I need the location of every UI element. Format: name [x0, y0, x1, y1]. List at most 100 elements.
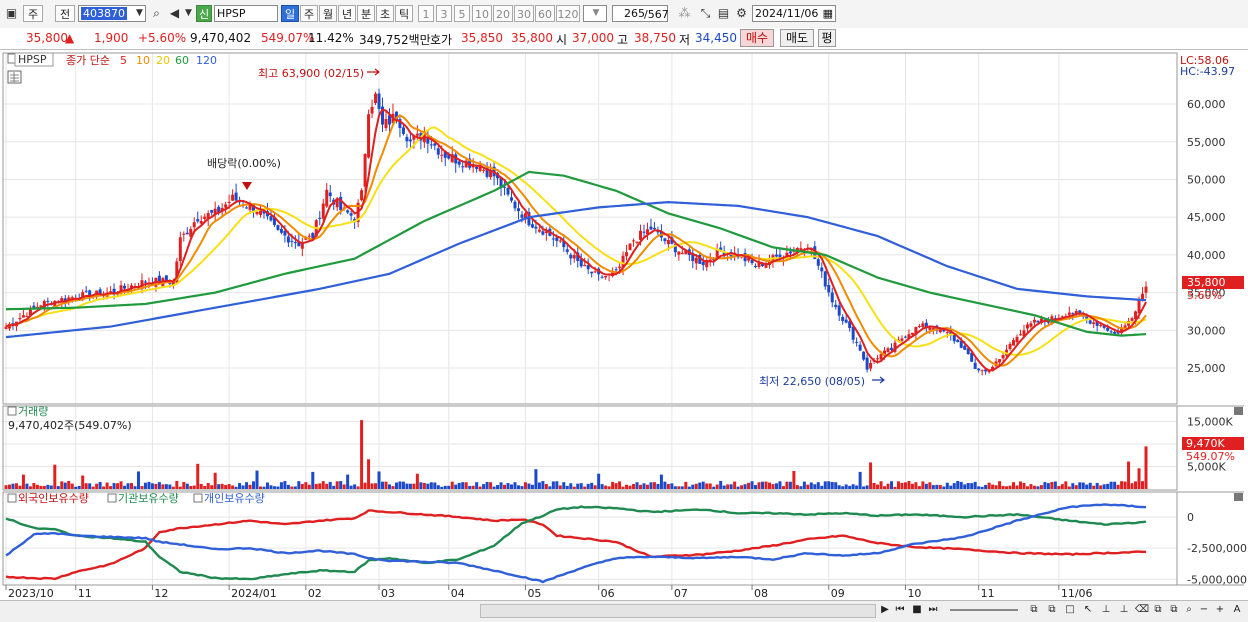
zoom-out-icon[interactable]: −: [1199, 604, 1209, 615]
stock-name-field[interactable]: HPSP: [214, 5, 278, 22]
speaker-dropdown-icon[interactable]: ▼: [185, 8, 192, 18]
volume-bar: [150, 483, 154, 489]
zoom-search-icon[interactable]: ⌕: [1186, 604, 1192, 615]
period-minute-tab[interactable]: 분: [357, 5, 375, 22]
interval-3-button[interactable]: 3: [436, 5, 452, 22]
font-size-icon[interactable]: A: [1233, 604, 1241, 615]
layout-icon[interactable]: ▣: [5, 6, 18, 20]
view-compare-icon[interactable]: ⧉: [1030, 604, 1038, 615]
scroll-right-icon[interactable]: ▶: [881, 604, 889, 615]
period-week-tab[interactable]: 주: [300, 5, 318, 22]
code-dropdown-icon[interactable]: ▼: [136, 8, 143, 18]
screenshot-tool-icon[interactable]: ⧉: [1170, 604, 1178, 615]
volume-bar: [332, 485, 336, 489]
crosshair-icon[interactable]: ⤡: [700, 6, 711, 20]
candle-body: [761, 264, 765, 267]
volume-bar: [422, 482, 426, 489]
candle-body: [408, 139, 412, 142]
volume-bar: [443, 485, 447, 489]
candle-body: [656, 231, 660, 233]
volume-bar: [740, 485, 744, 489]
low-price: 34,450: [695, 31, 737, 45]
interval-60-button[interactable]: 60: [535, 5, 555, 22]
volume-bar: [781, 486, 785, 489]
eval-button[interactable]: 평: [818, 29, 836, 47]
candle-body: [764, 263, 768, 268]
volume-bar: [74, 486, 78, 489]
view-split-icon[interactable]: ⧉: [1048, 604, 1056, 615]
volume-close-icon[interactable]: [1234, 407, 1243, 415]
candle-body: [178, 237, 182, 262]
grid-icon[interactable]: ⁂: [678, 6, 691, 20]
hc-label: HC:-43.97: [1180, 65, 1235, 78]
zoom-slider[interactable]: [950, 609, 1018, 611]
table-view-icon[interactable]: [7, 70, 22, 84]
interval-dropdown[interactable]: ▼: [583, 5, 607, 22]
candle-body: [1036, 320, 1040, 323]
period-second-tab[interactable]: 초: [376, 5, 394, 22]
date-input[interactable]: 2024/11/06 ▦: [752, 5, 836, 22]
individual-legend-label: 개인보유수량: [204, 492, 265, 505]
fast-forward-icon[interactable]: ⏭: [928, 604, 938, 615]
copy-tool-icon[interactable]: ⧉: [1154, 604, 1162, 615]
holdings-axis: 0 -2,500,000 -5,000,000: [1187, 511, 1247, 586]
view-single-icon[interactable]: □: [1065, 604, 1075, 615]
trend-tool-icon[interactable]: ↖: [1083, 604, 1093, 615]
period-day-button[interactable]: 일: [281, 5, 299, 22]
interval-120-button[interactable]: 120: [556, 5, 580, 22]
interval-10-button[interactable]: 10: [472, 5, 492, 22]
period-tick-tab[interactable]: 틱: [395, 5, 413, 22]
candle-body: [1018, 334, 1022, 336]
candle-body: [719, 247, 723, 251]
ruler-tool-icon[interactable]: ⊥: [1101, 604, 1111, 615]
period-year-tab[interactable]: 년: [338, 5, 356, 22]
stock-chart[interactable]: 25,00030,00035,00040,00045,00050,00055,0…: [0, 50, 1248, 600]
volume-bar: [1116, 484, 1120, 489]
volume-bar: [314, 483, 318, 489]
period-prev-button[interactable]: 전: [55, 5, 75, 22]
candle-body: [304, 238, 308, 240]
volume-bar: [642, 483, 646, 489]
moving-average-lines: [5, 108, 1147, 372]
buy-button[interactable]: 매수: [740, 29, 774, 47]
holdings-close-icon[interactable]: [1234, 493, 1243, 501]
calendar-icon[interactable]: ▦: [822, 7, 833, 20]
candle-body: [576, 252, 580, 262]
period-month-tab[interactable]: 월: [319, 5, 337, 22]
low-annotation: 최저 22,650 (08/05): [759, 375, 865, 388]
stock-code-input[interactable]: 403870: [78, 5, 146, 22]
sell-button[interactable]: 매도: [780, 29, 814, 47]
chart-scrollbar-track[interactable]: [480, 604, 876, 618]
measure-tool-icon[interactable]: ⊥: [1119, 604, 1129, 615]
interval-30-button[interactable]: 30: [514, 5, 534, 22]
last-price-tag: [1182, 276, 1244, 289]
volume-bar: [206, 483, 210, 489]
candle-body: [673, 243, 677, 253]
interval-20-button[interactable]: 20: [493, 5, 513, 22]
volume-bar: [1088, 482, 1092, 489]
volume-bar: [1046, 483, 1050, 489]
settings-gear-icon[interactable]: ⚙: [736, 6, 747, 20]
data-count-input[interactable]: 265: [612, 5, 668, 22]
price-tick-label: 55,000: [1187, 136, 1226, 149]
candle-body: [394, 111, 398, 120]
search-icon[interactable]: ⌕: [153, 6, 160, 20]
date-tick-label: 11/06: [1061, 587, 1093, 600]
period-week-button[interactable]: 주: [23, 5, 43, 22]
interval-1-button[interactable]: 1: [418, 5, 434, 22]
volume-bar: [705, 483, 709, 489]
candle-body: [109, 291, 113, 293]
candle-body: [788, 251, 792, 254]
interval-5-button[interactable]: 5: [454, 5, 470, 22]
rewind-icon[interactable]: ⏮: [895, 604, 905, 615]
speaker-icon[interactable]: ◀: [169, 6, 180, 20]
volume-bar: [391, 486, 395, 489]
zoom-in-icon[interactable]: +: [1215, 604, 1225, 615]
eraser-tool-icon[interactable]: ⌫: [1134, 604, 1150, 615]
volume-bar: [914, 482, 918, 489]
stop-icon[interactable]: ■: [912, 604, 922, 615]
volume-collapse-icon[interactable]: [7, 406, 17, 416]
volume-bar: [792, 471, 796, 489]
save-icon[interactable]: ▤: [717, 6, 730, 20]
volume-bar: [56, 486, 60, 489]
